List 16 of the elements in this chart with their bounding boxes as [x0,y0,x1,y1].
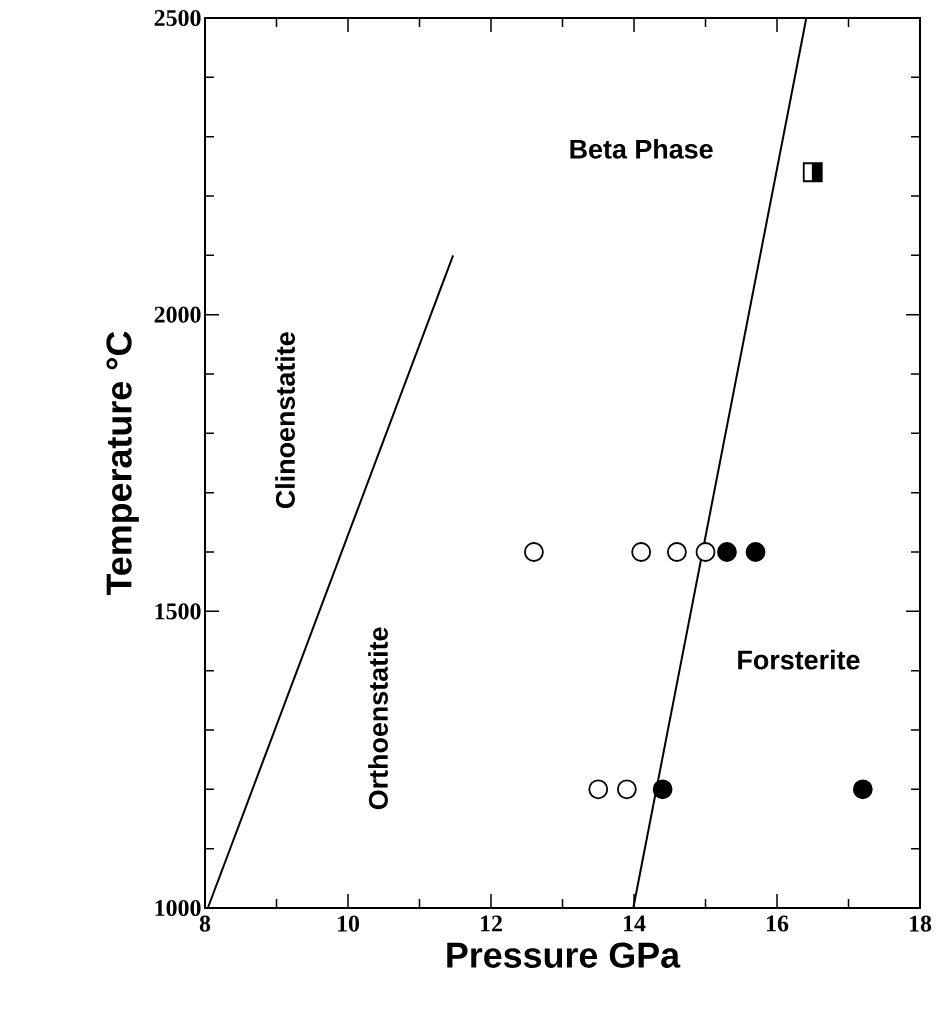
x-tick-label: 10 [337,915,360,932]
annotation: Beta Phase [570,138,713,159]
y-tick-label: 1500 [155,603,201,620]
x-tick-label: 14 [623,915,646,932]
x-axis-title: Pressure GPa [447,942,681,968]
y-tick-label: 2500 [154,9,201,27]
x-tick-label: 16 [766,915,789,932]
y-tick-label: 1000 [155,899,201,917]
y-axis-title: Temperature °C [106,331,139,595]
annotation: Orthoenstatite [368,627,388,810]
annotation: Clinoenstatite [275,332,295,509]
x-tick-label: 12 [480,915,502,932]
x-tick-label: 8 [199,915,211,932]
y-tick-label: 2000 [154,306,201,323]
annotation: Forsterite [738,649,860,670]
x-tick-label: 18 [909,915,932,932]
